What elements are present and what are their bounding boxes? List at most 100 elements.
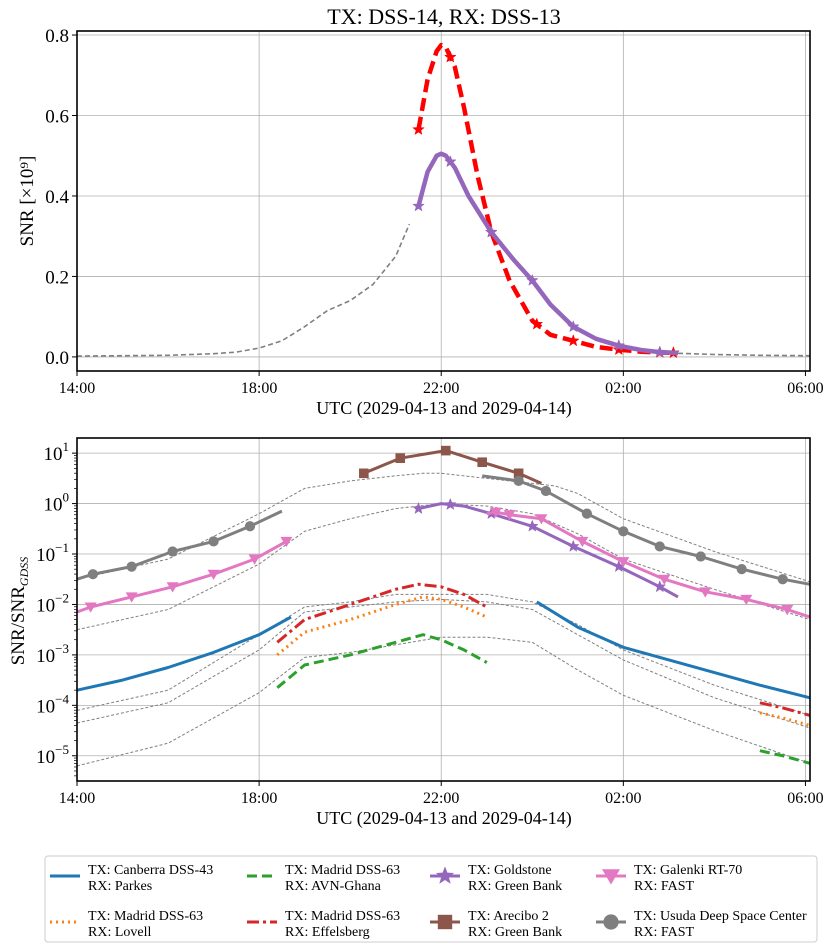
series-line [76,615,292,692]
top-ticks: 14:00 18:00 22:00 02:00 06:00 0.0 0.2 0.4 0.6 0.8 [45,26,823,397]
circle-marker [603,914,619,930]
bottom-plot: 14:00 18:00 22:00 02:00 06:00 10−5 10−4 10−3 10−… [8,437,824,829]
star-marker [435,866,455,884]
triangle-down-marker [602,869,620,885]
star-marker [653,580,667,593]
series-line [416,151,679,356]
y-tick-label: 10−5 [36,742,69,768]
triangle-down-marker [617,557,630,568]
series-line [76,472,811,583]
legend-entry: TX: Arecibo 2RX: Green Bank [430,909,562,940]
series-line [76,503,811,631]
x-tick-label: 06:00 [787,380,823,397]
star-marker [484,225,498,238]
legend-tx: TX: Madrid DSS-63 [285,863,400,878]
triangle-down-marker [503,510,516,521]
circle-marker [513,475,524,486]
bottom-xlabel: UTC (2029-04-13 and 2029-04-14) [316,808,571,829]
series-line [416,42,679,356]
bottom-grid [76,438,810,781]
star-marker [612,339,626,352]
x-tick-label: 06:00 [787,790,823,807]
top-title: TX: DSS-14, RX: DSS-13 [327,4,560,29]
triangle-down-marker [576,536,589,548]
series-line [677,352,811,357]
triangle-down-marker [84,602,97,613]
legend-tx: TX: Goldstone [468,863,552,878]
series-line [276,633,488,689]
triangle-down-marker [699,587,712,598]
bottom-ylabel: SNR/SNRGDSS [8,557,31,666]
top-plot: 14:00 18:00 22:00 02:00 06:00 0.0 0.2 0.4 0.6 0.8… [17,4,824,419]
x-tick-label: 22:00 [423,790,459,807]
star-marker [566,539,580,552]
star-marker [412,199,425,212]
triangle-down-marker [166,582,179,593]
circle-marker [87,569,99,580]
circle-marker [736,564,747,575]
x-tick-label: 02:00 [605,790,641,807]
square-marker [395,453,406,463]
bottom-ticks: 14:00 18:00 22:00 02:00 06:00 10−5 10−4 10−3 10−… [36,439,824,807]
x-tick-label: 14:00 [59,380,95,397]
top-xlabel: UTC (2029-04-13 and 2029-04-14) [316,398,571,419]
top-grid [76,31,810,371]
y-tick-label: 10−3 [36,641,69,667]
triangle-down-marker [740,594,753,606]
legend-tx: TX: Canberra DSS-43 [88,863,213,878]
star-marker [525,273,539,286]
legend-rx: RX: Lovell [88,925,151,940]
star-marker [653,345,667,358]
triangle-down-marker [489,507,502,518]
square-marker [437,914,453,930]
circle-marker [208,536,219,547]
circle-marker [581,508,593,519]
series-line [759,749,811,765]
triangle-down-marker [125,592,138,603]
series-line [76,598,811,729]
legend-rx: RX: Effelsberg [285,925,370,940]
legend-tx: TX: Madrid DSS-63 [88,909,203,924]
series-line [481,474,811,586]
top-ylabel: SNR [×10⁹] [17,156,38,247]
star-marker [443,50,457,63]
square-marker [440,445,451,456]
circle-marker [618,526,629,537]
series-line [418,502,679,599]
legend-rx: RX: FAST [634,925,694,940]
legend-rx: RX: Green Bank [468,879,562,894]
x-tick-label: 14:00 [59,790,95,807]
legend-tx: TX: Arecibo 2 [468,909,549,924]
y-tick-label: 100 [44,490,70,516]
star-marker [566,319,580,333]
legend-rx: RX: AVN-Ghana [285,879,382,894]
bottom-series [76,445,811,767]
star-marker [443,155,457,168]
top-axes-frame [76,30,811,372]
y-tick-label: 10−2 [36,590,69,616]
top-series [76,42,811,359]
y-tick-label: 0.8 [45,26,69,47]
star-marker [530,317,544,330]
triangle-down-marker [781,605,794,616]
circle-marker [654,541,665,552]
x-tick-label: 02:00 [605,380,641,397]
series-line [76,223,411,357]
legend-rx: RX: FAST [634,879,694,894]
circle-marker [126,561,137,572]
y-tick-label: 101 [44,439,70,465]
series-line [76,636,811,767]
triangle-down-marker [207,569,220,580]
circle-marker [695,551,706,562]
x-tick-label: 22:00 [423,380,459,397]
star-marker [566,334,580,347]
square-marker [513,468,524,479]
series-line [536,600,811,700]
series-line [276,595,488,657]
